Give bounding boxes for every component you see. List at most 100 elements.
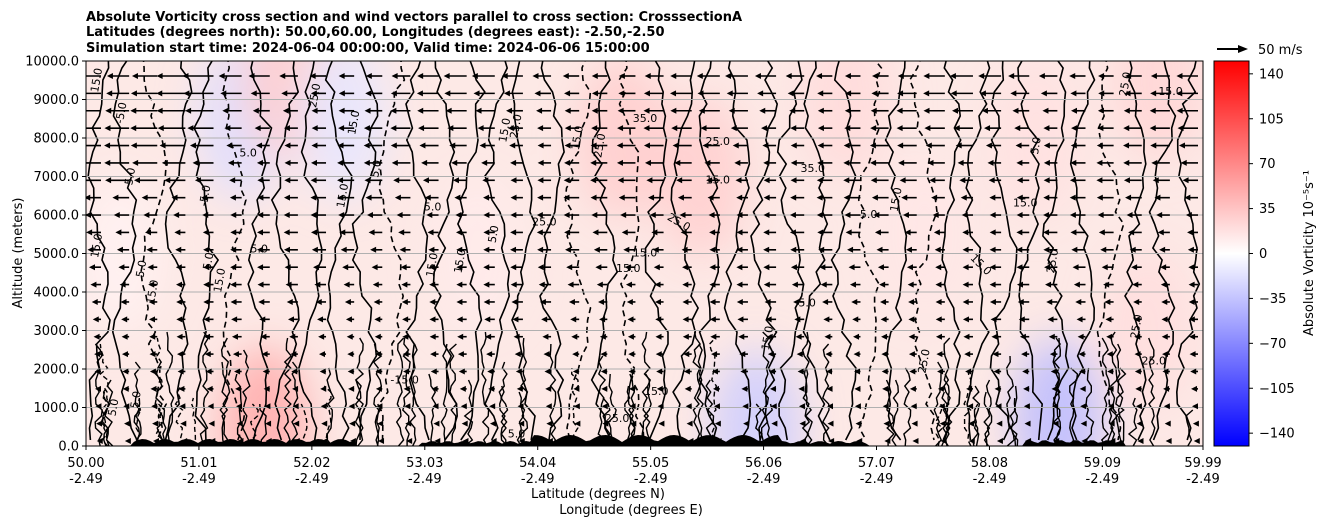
contour-line <box>597 355 607 446</box>
wind-vector <box>320 385 327 392</box>
wind-vector <box>565 246 580 253</box>
wind-vector <box>1189 333 1198 340</box>
wind-vector-head <box>230 281 237 288</box>
wind-vector <box>230 246 242 253</box>
wind-vector-head <box>483 264 490 271</box>
wind-vector <box>456 264 467 271</box>
wind-vector-head <box>1123 177 1130 184</box>
wind-vector <box>911 420 918 427</box>
wind-vector-head <box>174 229 181 236</box>
wind-vector-head <box>1023 385 1030 392</box>
wind-vector <box>232 351 242 358</box>
wind-vector <box>256 246 270 253</box>
wind-vector-head <box>1107 368 1114 375</box>
wind-vector-head <box>374 316 381 323</box>
wind-vector <box>790 194 805 201</box>
wind-vector-head <box>254 125 261 132</box>
wind-vector-head <box>516 385 523 392</box>
wind-vector <box>318 333 327 340</box>
wind-vector-head <box>843 194 850 201</box>
wind-vector <box>925 142 945 149</box>
wind-vector <box>429 298 439 305</box>
wind-vector <box>256 142 270 149</box>
wind-vector-head <box>292 385 299 392</box>
wind-vector <box>816 212 833 219</box>
wind-vector <box>630 420 637 427</box>
wind-vector <box>339 229 355 236</box>
wind-vector <box>629 385 636 392</box>
contour-label: 5.0 <box>798 297 816 310</box>
contour-line <box>776 61 805 441</box>
wind-vector <box>827 403 834 410</box>
wind-vector <box>542 333 552 340</box>
wind-vector-head <box>1177 125 1184 132</box>
wind-vector <box>375 351 383 358</box>
wind-vector-head <box>145 229 152 236</box>
wind-vector <box>1125 73 1142 79</box>
wind-vector-head <box>817 142 824 149</box>
wind-vector <box>537 246 552 253</box>
wind-vector <box>935 298 945 305</box>
wind-vector <box>86 127 101 129</box>
wind-vector <box>937 368 945 375</box>
wind-vector <box>1176 107 1198 114</box>
wind-vector <box>962 264 973 271</box>
wind-vector <box>345 316 355 323</box>
wind-vector-head <box>896 107 903 114</box>
wind-vector-head <box>1123 107 1130 114</box>
colorbar-tick-label: 35 <box>1259 202 1276 217</box>
wind-vector-head <box>759 107 766 114</box>
contour-line <box>755 403 763 446</box>
wind-vector <box>955 142 973 149</box>
contour-line <box>942 337 951 446</box>
wind-vector-head <box>227 159 234 166</box>
wind-vector <box>1161 333 1170 340</box>
wind-vector <box>419 142 439 149</box>
wind-vector-head <box>156 73 163 79</box>
wind-vector-head <box>283 125 290 132</box>
wind-vector <box>444 90 467 97</box>
wind-vector <box>564 142 580 149</box>
wind-vector <box>115 229 130 236</box>
wind-vector-head <box>424 194 431 201</box>
wind-vector-head <box>1097 125 1104 132</box>
wind-vector-head <box>201 194 208 201</box>
wind-vector <box>931 194 945 201</box>
wind-vector <box>627 316 636 323</box>
wind-vector <box>1016 194 1030 201</box>
wind-vector-head <box>618 194 625 201</box>
wind-vector-head <box>393 177 400 184</box>
wind-vector-head <box>259 316 266 323</box>
wind-vector <box>1123 107 1142 114</box>
wind-vector <box>564 90 580 97</box>
wind-vector-head <box>1188 264 1195 271</box>
wind-vector <box>94 351 101 358</box>
wind-vector <box>994 385 1002 392</box>
y-tick-label: 2000.0 <box>34 363 80 378</box>
wind-vector <box>848 264 861 271</box>
wind-vector <box>1134 368 1142 375</box>
contour-label: -5.0 <box>197 184 214 207</box>
wind-vector-head <box>394 194 401 201</box>
wind-vector-head <box>512 316 519 323</box>
wind-vector <box>236 420 243 427</box>
wind-vector <box>966 385 973 392</box>
contour-line <box>259 403 268 446</box>
wind-vector-head <box>1152 177 1159 184</box>
contour-label: 15.0 <box>144 279 161 305</box>
wind-vector-head <box>652 246 659 253</box>
wind-vector <box>737 316 748 323</box>
chart-title-line-1: Absolute Vorticity cross section and win… <box>86 10 742 25</box>
wind-vector-head <box>203 246 210 253</box>
wind-vector-head <box>483 194 490 201</box>
wind-vector-head <box>131 73 138 79</box>
wind-vector <box>934 246 945 253</box>
wind-vector <box>364 177 383 184</box>
wind-vector-head <box>539 298 546 305</box>
wind-vector-head <box>205 368 212 375</box>
wind-vector <box>601 403 608 410</box>
wind-vector-head <box>877 264 884 271</box>
wind-vector <box>680 229 692 236</box>
wind-vector <box>1069 194 1086 201</box>
wind-vector <box>899 177 917 184</box>
